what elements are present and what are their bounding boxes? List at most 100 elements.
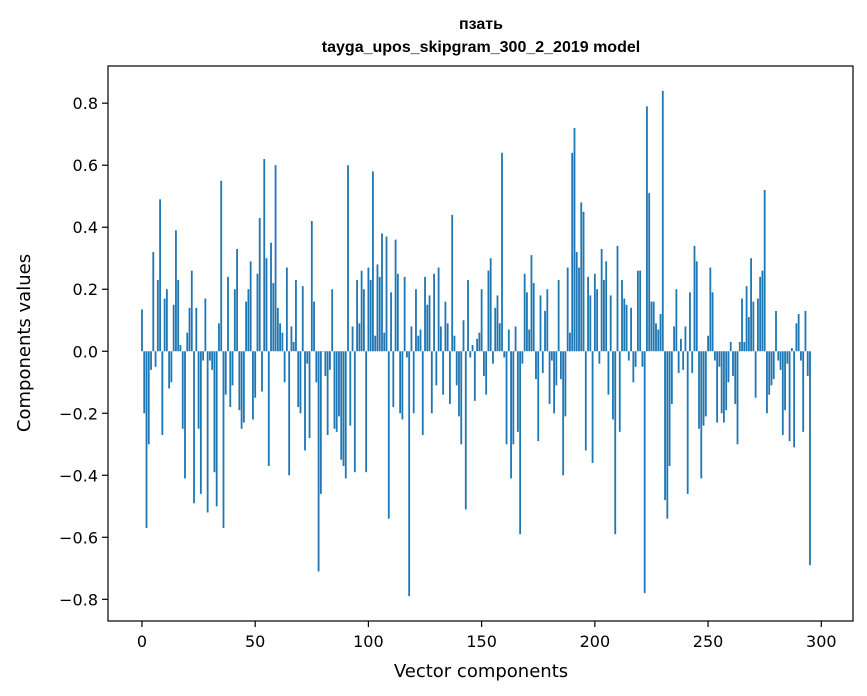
bar-209 (614, 351, 617, 535)
bar-0 (141, 309, 143, 352)
bar-236 (675, 289, 678, 352)
bar-165 (514, 326, 517, 352)
bar-76 (313, 301, 315, 352)
bar-181 (550, 351, 553, 361)
bar-275 (763, 190, 766, 352)
bar-244 (693, 245, 696, 352)
bar-169 (523, 273, 526, 352)
bar-269 (750, 258, 752, 352)
bar-147 (473, 351, 476, 401)
bar-257 (723, 351, 725, 423)
bar-156 (494, 307, 497, 352)
bar-249 (704, 351, 707, 417)
bar-191 (573, 128, 576, 352)
bar-149 (478, 332, 481, 352)
bar-103 (374, 335, 377, 352)
x-tick-label: 50 (245, 632, 265, 651)
bar-256 (720, 351, 723, 414)
bar-166 (516, 351, 519, 432)
bar-98 (362, 289, 365, 352)
bar-283 (781, 351, 784, 435)
bar-286 (788, 351, 791, 442)
x-axis-label: Vector components (394, 661, 568, 682)
bar-57 (270, 242, 272, 352)
bar-104 (376, 264, 379, 352)
bar-292 (802, 351, 805, 432)
bar-41 (233, 289, 236, 352)
bar-116 (403, 276, 406, 352)
bar-214 (625, 304, 628, 352)
bar-232 (666, 351, 669, 519)
bar-38 (227, 276, 229, 352)
bar-251 (709, 267, 712, 352)
bar-133 (442, 351, 445, 395)
bar-20 (186, 332, 189, 352)
bar-159 (501, 152, 503, 352)
bar-94 (353, 351, 356, 473)
bar-162 (507, 329, 510, 352)
bar-204 (603, 279, 605, 352)
bar-223 (646, 106, 648, 352)
bar-34 (218, 323, 220, 352)
bar-174 (535, 351, 537, 380)
bar-85 (333, 351, 336, 429)
bar-175 (537, 351, 540, 442)
bar-203 (600, 248, 603, 352)
bar-276 (766, 351, 768, 414)
bar-6 (154, 351, 157, 367)
bar-35 (220, 180, 223, 352)
bar-108 (385, 236, 388, 352)
bar-178 (544, 310, 546, 352)
bar-258 (725, 351, 728, 411)
bar-217 (632, 351, 635, 383)
bar-293 (804, 310, 807, 352)
bar-22 (190, 270, 193, 352)
bar-267 (745, 286, 748, 352)
bar-201 (596, 289, 599, 352)
bar-102 (372, 171, 374, 352)
bar-239 (682, 351, 685, 370)
bar-295 (809, 351, 811, 566)
bar-291 (800, 351, 802, 361)
bar-99 (365, 351, 368, 473)
bar-265 (741, 298, 743, 352)
x-axis-ticks: 0 50 100 150 200 250 300 (137, 621, 837, 651)
bar-228 (657, 329, 660, 352)
bar-97 (360, 270, 363, 352)
bar-43 (238, 351, 241, 411)
bar-124 (421, 351, 424, 435)
bar-32 (213, 351, 216, 473)
bar-89 (342, 351, 345, 466)
bar-141 (460, 351, 463, 445)
y-tick-label: 0.8 (73, 94, 98, 113)
bars-group (141, 90, 811, 597)
bar-242 (689, 292, 691, 352)
bar-37 (224, 351, 227, 395)
bar-19 (184, 351, 186, 479)
bar-143 (464, 351, 467, 510)
bar-73 (306, 351, 309, 364)
bar-211 (618, 351, 621, 432)
bar-72 (304, 351, 306, 451)
bar-12 (168, 351, 171, 389)
bar-148 (476, 338, 479, 352)
bar-195 (582, 211, 585, 352)
bar-284 (784, 351, 786, 411)
bar-28 (204, 298, 207, 352)
bar-69 (297, 351, 300, 408)
bar-127 (428, 295, 431, 352)
bar-110 (390, 292, 392, 352)
bar-10 (163, 298, 166, 352)
x-tick-label: 200 (580, 632, 611, 651)
bar-262 (734, 351, 737, 404)
bar-163 (510, 351, 512, 479)
bar-173 (532, 283, 535, 352)
bar-145 (469, 351, 472, 358)
bar-15 (175, 230, 177, 352)
y-tick-label: −0.2 (59, 404, 98, 423)
bar-192 (575, 252, 578, 352)
bar-47 (247, 289, 250, 352)
bar-84 (331, 289, 334, 352)
bar-77 (315, 351, 318, 383)
